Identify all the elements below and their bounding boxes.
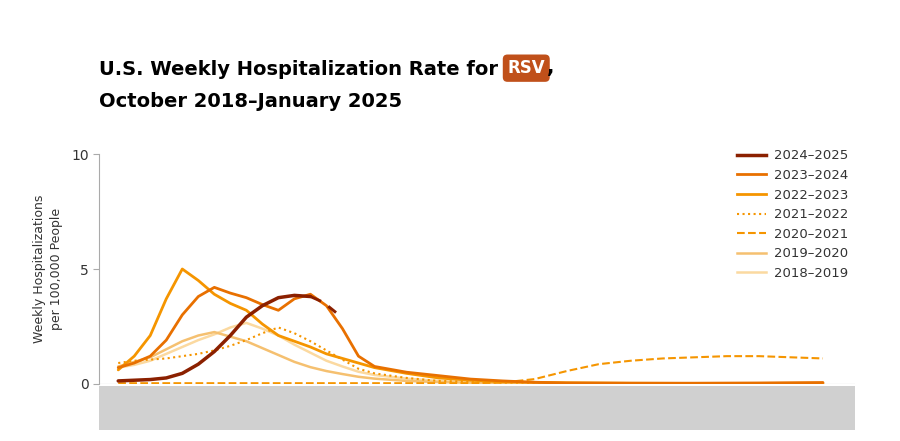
Text: U.S. Weekly Hospitalization Rate for: U.S. Weekly Hospitalization Rate for: [99, 60, 505, 79]
Text: ,: ,: [547, 58, 554, 77]
Text: RSV: RSV: [508, 59, 545, 77]
Legend: 2024–2025, 2023–2024, 2022–2023, 2021–2022, 2020–2021, 2019–2020, 2018–2019: 2024–2025, 2023–2024, 2022–2023, 2021–20…: [737, 149, 849, 280]
Text: October 2018–January 2025: October 2018–January 2025: [99, 92, 402, 111]
Y-axis label: Weekly Hospitalizations
per 100,000 People: Weekly Hospitalizations per 100,000 Peop…: [32, 195, 63, 343]
